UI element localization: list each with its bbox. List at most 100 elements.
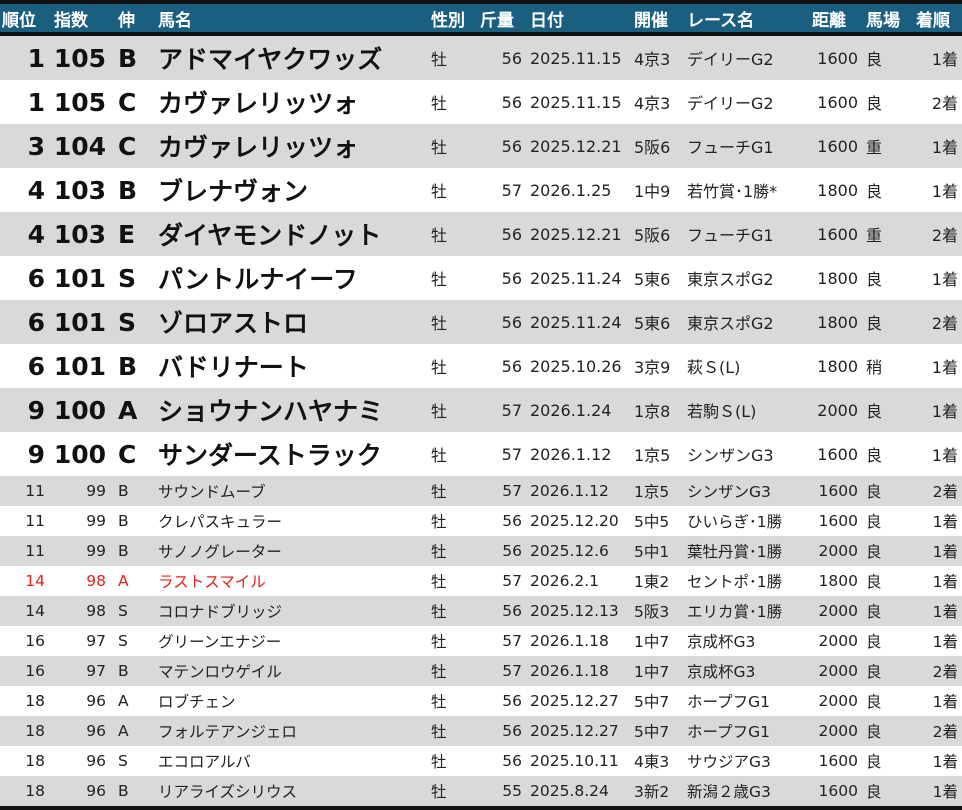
cell-date: 2025.11.24 (530, 312, 622, 332)
cell-track: 良 (866, 402, 883, 421)
cell-meeting: 5中7 (634, 723, 670, 741)
cell-rank: 3 (27, 131, 45, 161)
table-header: 順位 指数 伸 馬名 性別 斤量 日付 開催 レース名 距離 馬場 着順 (0, 4, 962, 36)
table-row: 9 100 A ショウナンハヤナミ 牡 57 2026.1.24 1京8 若駒Ｓ(L) 2000 良… (0, 388, 962, 432)
cell-distance: 1600 (817, 224, 858, 244)
table-row: 6 101 B バドリナート 牡 56 2025.10.26 3京9 萩Ｓ(L) 1800 稍 1着 (0, 344, 962, 388)
cell-distance: 1600 (818, 752, 858, 770)
cell-sex: 牡 (431, 663, 447, 681)
cell-rank: 4 (27, 175, 45, 205)
cell-distance: 1800 (817, 356, 858, 376)
cell-rank: 11 (25, 542, 45, 560)
cell-date: 2026.1.12 (530, 482, 609, 500)
cell-meeting: 1中7 (634, 633, 670, 651)
cell-index: 96 (86, 692, 106, 710)
cell-meeting: 5阪3 (634, 603, 670, 621)
table-row: 14 98 S コロナドブリッジ 牡 56 2025.12.13 5阪3 エリカ賞･1勝 2000… (0, 596, 962, 626)
cell-sex: 牡 (431, 446, 448, 465)
cell-finish: 1着 (931, 50, 958, 69)
cell-sex: 牡 (431, 483, 447, 501)
cell-distance: 1800 (818, 572, 858, 590)
cell-race: 京成杯G3 (687, 663, 756, 681)
cell-growth: B (118, 782, 129, 800)
cell-track: 良 (866, 603, 882, 621)
cell-date: 2026.1.24 (530, 400, 612, 420)
cell-track: 良 (866, 783, 882, 801)
header-index: 指数 (54, 10, 88, 31)
cell-weight: 56 (502, 692, 522, 710)
cell-growth: S (118, 752, 128, 770)
cell-meeting: 1中9 (634, 182, 671, 201)
cell-distance: 2000 (818, 542, 858, 560)
cell-sex: 牡 (431, 182, 448, 201)
cell-meeting: 5阪6 (634, 138, 671, 157)
cell-distance: 2000 (817, 400, 858, 420)
cell-weight: 57 (501, 180, 522, 200)
cell-growth: B (118, 542, 129, 560)
cell-finish: 1着 (932, 693, 958, 711)
cell-weight: 56 (501, 312, 522, 332)
cell-date: 2025.8.24 (530, 782, 609, 800)
cell-race: フューチG1 (687, 226, 774, 245)
cell-growth: A (118, 395, 138, 425)
cell-race: セントポ･1勝 (687, 573, 783, 591)
cell-track: 良 (866, 573, 882, 591)
cell-index: 98 (86, 572, 106, 590)
header-sex: 性別 (431, 10, 465, 31)
cell-name: アドマイヤクワッズ (158, 45, 383, 74)
cell-weight: 56 (501, 268, 522, 288)
cell-rank: 14 (25, 572, 45, 590)
cell-date: 2026.1.25 (530, 180, 612, 200)
cell-distance: 2000 (818, 692, 858, 710)
table-row: 9 100 C サンダーストラック 牡 57 2026.1.12 1京5 シンザンG3 1600 良… (0, 432, 962, 476)
cell-growth: A (118, 572, 129, 590)
cell-track: 重 (866, 138, 883, 157)
cell-race: 若駒Ｓ(L) (687, 402, 757, 421)
header-finish: 着順 (916, 10, 950, 31)
cell-index: 101 (53, 351, 106, 381)
table-row: 1 105 C カヴァレリッツォ 牡 56 2025.11.15 4京3 デイリーG2 1600 良… (0, 80, 962, 124)
cell-sex: 牡 (431, 358, 448, 377)
cell-growth: S (118, 263, 137, 293)
cell-track: 良 (866, 663, 882, 681)
cell-meeting: 5中7 (634, 693, 670, 711)
table-row: 4 103 E ダイヤモンドノット 牡 56 2025.12.21 5阪6 フューチG1 1600… (0, 212, 962, 256)
cell-index: 105 (53, 43, 106, 73)
cell-distance: 2000 (818, 632, 858, 650)
cell-distance: 2000 (818, 602, 858, 620)
cell-name: ロブチェン (158, 693, 236, 711)
cell-growth: S (118, 307, 137, 337)
cell-meeting: 5中1 (634, 543, 670, 561)
cell-meeting: 1京5 (634, 446, 671, 465)
cell-race: 京成杯G3 (687, 633, 756, 651)
cell-finish: 1着 (931, 182, 958, 201)
cell-meeting: 5中5 (634, 513, 670, 531)
cell-rank: 9 (27, 439, 45, 469)
table-row: 3 104 C カヴァレリッツォ 牡 56 2025.12.21 5阪6 フューチG1 1600 重… (0, 124, 962, 168)
cell-index: 99 (86, 542, 106, 560)
cell-race: 若竹賞･1勝* (687, 182, 778, 201)
cell-weight: 56 (501, 356, 522, 376)
cell-track: 重 (866, 226, 883, 245)
cell-date: 2025.11.24 (530, 268, 622, 288)
cell-name: バドリナート (158, 353, 309, 382)
cell-sex: 牡 (431, 50, 448, 69)
cell-name: マテンロウゲイル (158, 663, 282, 681)
cell-weight: 57 (502, 632, 522, 650)
cell-growth: S (118, 632, 128, 650)
cell-index: 98 (86, 602, 106, 620)
cell-rank: 11 (25, 482, 45, 500)
cell-growth: B (118, 482, 129, 500)
cell-date: 2025.11.15 (530, 92, 622, 112)
cell-rank: 6 (27, 307, 45, 337)
cell-finish: 1着 (932, 573, 958, 591)
cell-meeting: 1京5 (634, 483, 670, 501)
cell-meeting: 5東6 (634, 314, 671, 333)
cell-finish: 1着 (931, 402, 958, 421)
cell-growth: B (118, 351, 138, 381)
cell-finish: 1着 (932, 513, 958, 531)
cell-name: ショウナンハヤナミ (158, 397, 384, 426)
cell-index: 96 (86, 722, 106, 740)
cell-track: 良 (866, 753, 882, 771)
